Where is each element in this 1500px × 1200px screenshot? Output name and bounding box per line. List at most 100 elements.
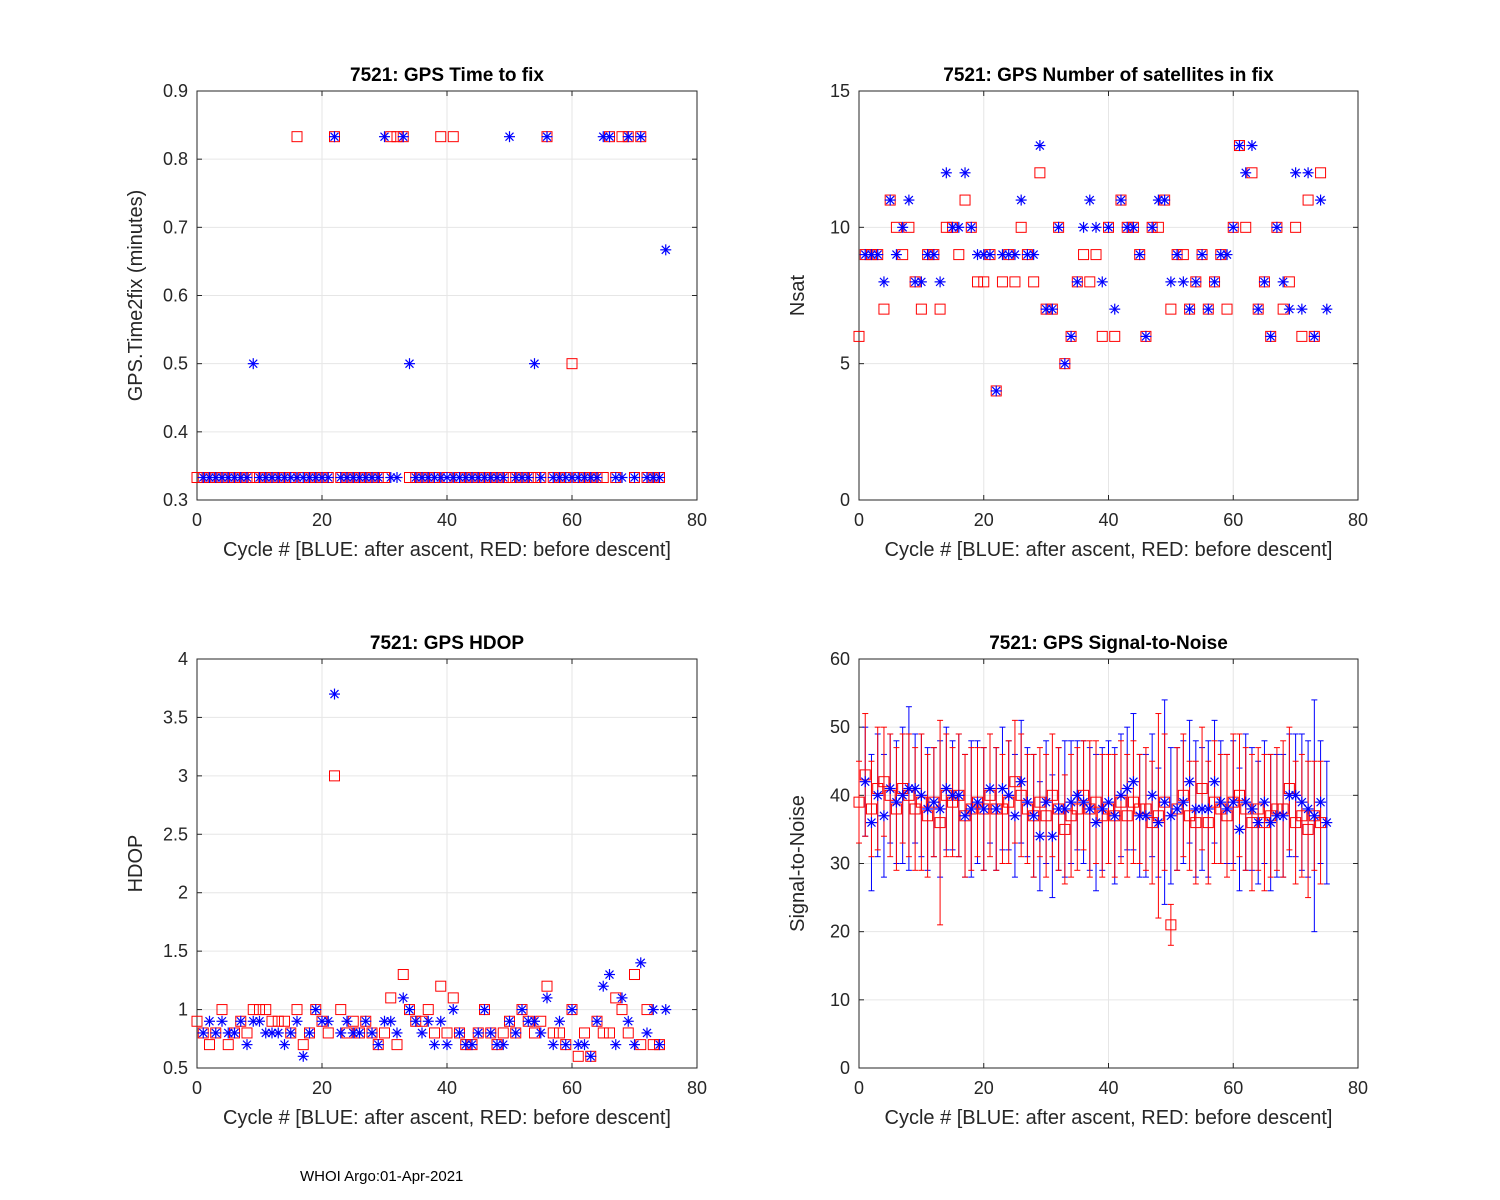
data-point-after-ascent (354, 1027, 365, 1039)
data-point-after-ascent (1321, 817, 1333, 829)
data-point-after-ascent (984, 783, 996, 795)
data-point-after-ascent (959, 167, 971, 179)
data-point-after-ascent (1040, 796, 1052, 808)
x-axis-label: Cycle # [BLUE: after ascent, RED: before… (885, 539, 1333, 561)
y-axis-label: Signal-to-Noise (787, 795, 809, 932)
x-tick-label: 0 (854, 1078, 864, 1098)
data-point-after-ascent (865, 249, 877, 261)
error-bar (1117, 740, 1124, 864)
data-point-after-ascent (1078, 221, 1090, 233)
data-point-before-descent (1184, 810, 1196, 822)
error-bar (999, 753, 1006, 864)
error-bar (1018, 733, 1025, 858)
error-bar (1236, 733, 1243, 858)
error-bar (1099, 753, 1106, 878)
error-bar (986, 733, 993, 858)
data-point-after-ascent (616, 472, 628, 484)
data-point-after-ascent (404, 1004, 415, 1016)
data-point-before-descent (1296, 810, 1308, 822)
error-bar (1273, 747, 1280, 871)
data-point-after-ascent (1258, 796, 1270, 808)
data-point-after-ascent (429, 1039, 440, 1051)
data-point-after-ascent (647, 1004, 659, 1016)
data-point-before-descent (447, 992, 459, 1004)
error-bar (1205, 760, 1212, 885)
data-point-before-descent (1015, 221, 1027, 233)
error-bar (1074, 747, 1081, 871)
data-point-after-ascent (1227, 796, 1239, 808)
data-point-after-ascent (447, 1004, 459, 1016)
data-point-after-ascent (1152, 817, 1164, 829)
data-point-before-descent (1040, 810, 1052, 822)
y-tick-label: 0.6 (163, 286, 188, 306)
data-point-before-descent (1015, 789, 1027, 801)
error-bar (1192, 760, 1199, 885)
data-point-after-ascent (347, 472, 359, 484)
data-point-after-ascent (466, 1039, 478, 1051)
data-point-after-ascent (953, 789, 965, 801)
data-point-after-ascent (1034, 140, 1046, 152)
data-point-after-ascent (291, 1015, 303, 1027)
error-bar (893, 747, 900, 871)
data-point-after-ascent (541, 131, 553, 143)
data-point-after-ascent (285, 1027, 297, 1039)
data-point-before-descent (1290, 221, 1302, 233)
data-point-after-ascent (572, 1039, 584, 1051)
data-point-after-ascent (1258, 276, 1270, 288)
x-tick-label: 0 (192, 510, 202, 530)
chart-title: 7521: GPS Signal-to-Noise (989, 633, 1228, 654)
data-point-after-ascent (1065, 330, 1077, 342)
data-point-after-ascent (635, 957, 647, 969)
data-point-after-ascent (504, 1015, 515, 1027)
error-bar (1199, 726, 1206, 851)
error-bar (1317, 760, 1324, 885)
data-point-after-ascent (1315, 796, 1327, 808)
data-point-after-ascent (210, 1027, 222, 1039)
data-point-after-ascent (1246, 140, 1258, 152)
data-point-after-ascent (1140, 810, 1152, 822)
data-point-before-descent (959, 194, 971, 206)
data-point-after-ascent (629, 1039, 640, 1051)
data-point-after-ascent (915, 276, 927, 288)
data-point-after-ascent (247, 1015, 259, 1027)
y-axis-label: GPS.Time2fix (minutes) (125, 190, 147, 402)
data-point-after-ascent (859, 249, 871, 261)
data-point-after-ascent (229, 472, 240, 484)
error-bar (1261, 753, 1268, 892)
data-point-before-descent (622, 1027, 634, 1039)
data-point-after-ascent (1171, 249, 1183, 261)
data-point-after-ascent (1227, 221, 1239, 233)
error-bar (1043, 753, 1050, 878)
data-point-after-ascent (454, 472, 465, 484)
y-tick-label: 1 (178, 1000, 188, 1020)
data-point-before-descent (1315, 167, 1327, 179)
error-bar (1149, 760, 1156, 885)
data-point-after-ascent (1202, 303, 1214, 315)
data-point-after-ascent (429, 472, 440, 484)
x-tick-label: 60 (562, 1078, 582, 1098)
data-point-after-ascent (1034, 830, 1046, 842)
y-axis-label: Nsat (787, 274, 809, 316)
data-point-after-ascent (585, 1050, 597, 1062)
data-point-after-ascent (1009, 249, 1021, 261)
data-point-before-descent (222, 1039, 234, 1051)
error-bar (1124, 753, 1131, 878)
data-point-after-ascent (1059, 358, 1071, 370)
data-point-after-ascent (934, 803, 946, 815)
data-point-after-ascent (279, 472, 290, 484)
data-point-after-ascent (297, 1050, 309, 1062)
x-tick-label: 80 (687, 510, 707, 530)
data-point-after-ascent (872, 249, 884, 261)
data-point-after-ascent (566, 1004, 578, 1016)
data-point-after-ascent (572, 472, 584, 484)
data-point-before-descent (247, 1004, 259, 1016)
error-bar (1011, 719, 1018, 844)
y-tick-label: 0.7 (163, 217, 188, 237)
data-point-after-ascent (1252, 817, 1264, 829)
data-point-before-descent (1196, 783, 1208, 795)
data-point-before-descent (616, 1004, 628, 1016)
data-point-before-descent (441, 1027, 453, 1039)
data-point-after-ascent (1308, 330, 1320, 342)
data-point-after-ascent (460, 1039, 472, 1051)
data-point-after-ascent (934, 276, 946, 288)
